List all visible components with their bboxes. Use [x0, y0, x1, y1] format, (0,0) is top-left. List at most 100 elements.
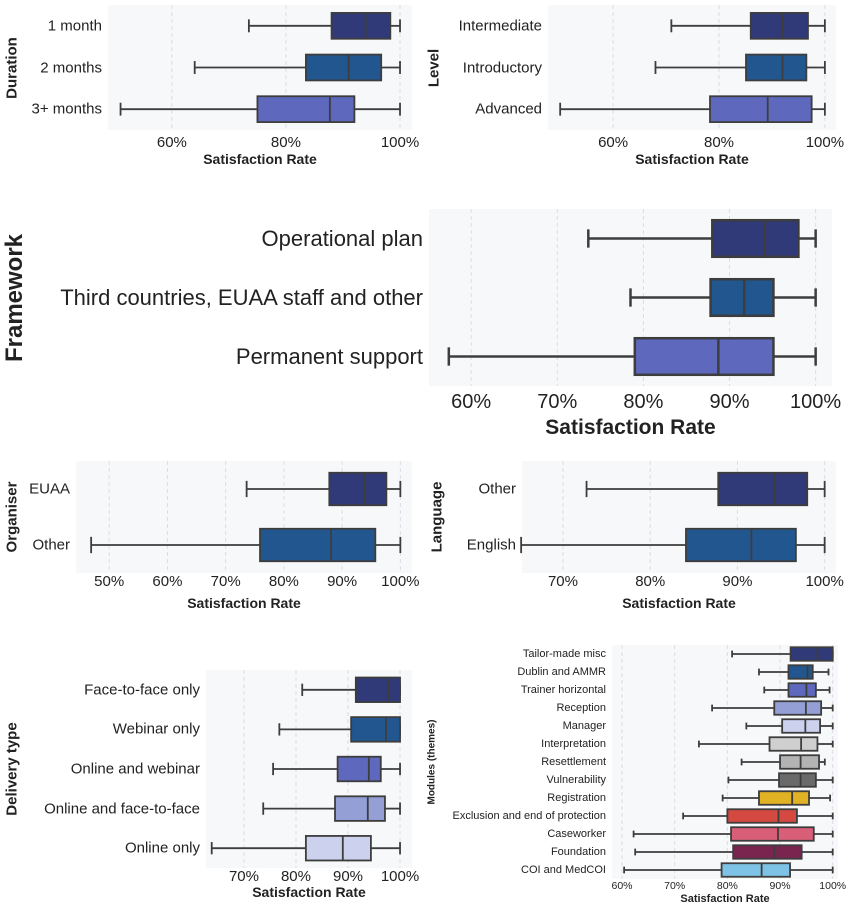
box-third-countries-euaa-staff-and-other — [629, 277, 817, 318]
plot-area — [520, 461, 836, 573]
plot-area — [76, 461, 412, 573]
iqr-box — [732, 844, 803, 860]
iqr-box — [778, 772, 817, 788]
x-axis-label: Satisfaction Rate — [622, 595, 736, 611]
x-tick-label: 100% — [790, 391, 842, 413]
x-tick-label: 80% — [268, 573, 299, 590]
plot-area — [206, 670, 412, 868]
x-tick-label: 60% — [451, 391, 492, 413]
y-axis-label: Modules (themes) — [426, 719, 438, 805]
x-axis-label: Satisfaction Rate — [680, 893, 770, 905]
box-tailor-made-misc — [731, 646, 834, 662]
x-tick-label: 100% — [380, 134, 420, 151]
category-label: Foundation — [550, 846, 606, 858]
iqr-box — [787, 664, 814, 680]
box-online-and-webinar — [272, 755, 401, 783]
iqr-box — [730, 826, 815, 842]
iqr-box — [633, 336, 775, 377]
category-label: Reception — [556, 702, 606, 714]
x-tick-label: 80% — [623, 391, 664, 413]
category-label: Third countries, EUAA staff and other — [60, 284, 423, 310]
category-label: Interpretation — [541, 738, 606, 750]
category-label: Operational plan — [261, 225, 423, 251]
box-trainer-horizontal — [763, 682, 831, 698]
iqr-box — [350, 716, 401, 743]
category-label: Caseworker — [547, 828, 606, 840]
x-tick-label: 50% — [94, 573, 125, 590]
iqr-box — [717, 471, 809, 507]
x-tick-label: 70% — [210, 573, 241, 590]
category-label: 1 month — [47, 17, 102, 35]
box-permanent-support — [447, 336, 817, 377]
iqr-box — [709, 95, 813, 123]
x-tick-label: 100% — [805, 134, 845, 151]
category-label: Resettlement — [541, 756, 606, 768]
x-tick-label: 80% — [635, 573, 666, 590]
box-other — [585, 471, 826, 507]
category-label: Online and webinar — [70, 760, 200, 778]
iqr-box — [685, 527, 797, 563]
category-label: Registration — [547, 792, 606, 804]
box-webinar-only — [278, 716, 401, 743]
iqr-box — [768, 736, 819, 752]
category-label: Advanced — [475, 100, 542, 118]
x-axis-label: Satisfaction Rate — [252, 884, 366, 900]
plot-area — [548, 5, 836, 130]
x-tick-label: 80% — [716, 880, 738, 892]
category-label: Face-to-face only — [84, 681, 200, 699]
iqr-box — [789, 646, 834, 662]
iqr-box — [256, 95, 356, 123]
category-label: English — [466, 536, 516, 554]
plot-svg — [119, 5, 401, 130]
x-tick-label: 90% — [709, 391, 750, 413]
x-tick-label: 70% — [537, 391, 578, 413]
iqr-box — [354, 676, 401, 703]
y-axis-label: Delivery type — [3, 722, 21, 816]
x-tick-label: 100% — [381, 573, 420, 590]
plot-svg — [621, 645, 834, 879]
box-resettlement — [740, 754, 826, 770]
x-tick-label: 90% — [722, 573, 753, 590]
iqr-box — [711, 218, 800, 259]
plot-area — [108, 5, 412, 130]
y-axis-label: Language — [428, 481, 446, 553]
box-registration — [721, 790, 831, 806]
x-tick-label: 70% — [228, 868, 259, 885]
y-axis-label: Duration — [3, 36, 21, 99]
iqr-box — [334, 795, 386, 822]
iqr-box — [305, 53, 383, 82]
category-label: 3+ months — [31, 100, 102, 118]
plot-svg — [559, 5, 826, 130]
box-english — [520, 527, 826, 563]
iqr-box — [330, 12, 392, 40]
box-euaa — [245, 471, 402, 507]
x-axis-label: Satisfaction Rate — [635, 151, 749, 167]
box-introductory — [654, 53, 826, 82]
x-tick-label: 60% — [611, 880, 633, 892]
box-2-months — [193, 53, 401, 82]
iqr-box — [720, 862, 791, 878]
category-label: Introductory — [462, 59, 542, 76]
category-label: Exclusion and end of protection — [452, 810, 607, 822]
category-label: COI and MedCOI — [521, 864, 606, 876]
iqr-box — [726, 808, 798, 824]
plot-svg — [210, 670, 401, 868]
box-reception — [711, 700, 834, 716]
x-tick-label: 60% — [598, 134, 629, 151]
category-label: Dublin and AMMR — [517, 666, 606, 678]
x-tick-label: 100% — [819, 880, 847, 892]
box-coi-and-medcoi — [623, 862, 834, 878]
box-manager — [745, 718, 834, 734]
plot-svg — [447, 209, 817, 386]
iqr-box — [781, 718, 821, 734]
x-tick-label: 60% — [152, 573, 183, 590]
category-label: 2 months — [40, 59, 102, 76]
box-face-to-face-only — [301, 676, 401, 703]
box-dublin-and-ammr — [758, 664, 830, 680]
category-label: Intermediate — [458, 17, 542, 35]
iqr-box — [745, 53, 808, 82]
category-label: Permanent support — [235, 343, 423, 369]
box-caseworker — [632, 826, 834, 842]
box-1-month — [247, 12, 401, 40]
x-tick-label: 90% — [327, 573, 358, 590]
